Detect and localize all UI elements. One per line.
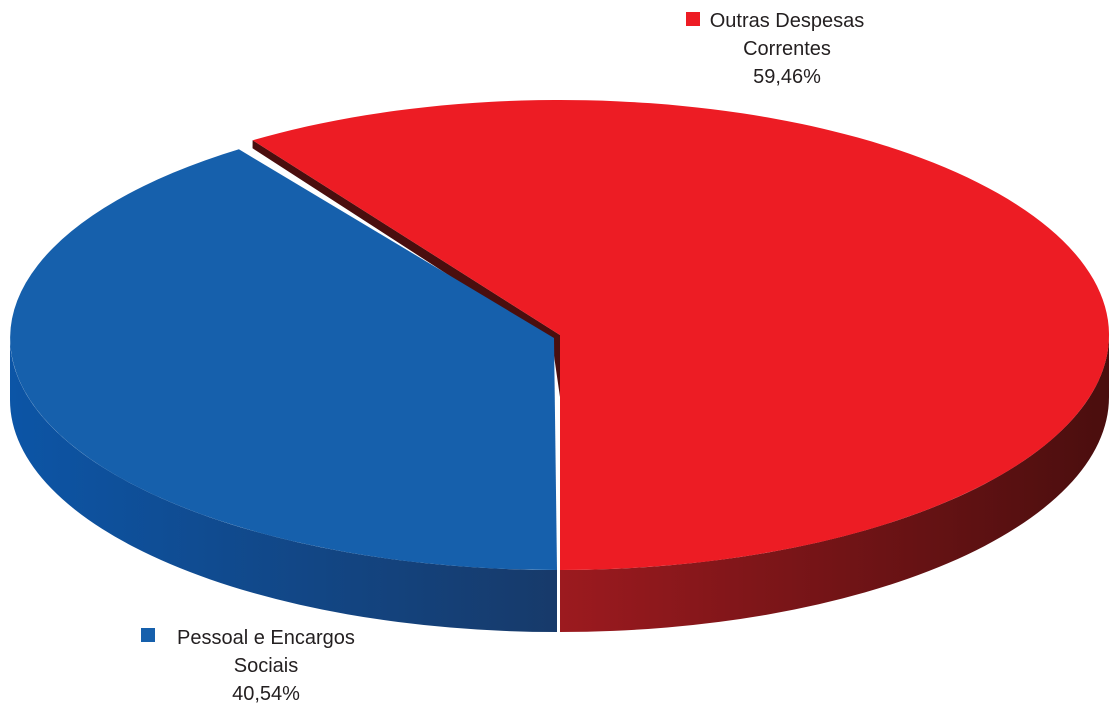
legend-swatch-pessoal bbox=[141, 628, 155, 642]
legend-label-pessoal: Pessoal e Encargos Sociais 40,54% bbox=[141, 627, 355, 705]
label-pessoal-percent: 40,54% bbox=[232, 683, 300, 705]
slice-pessoal bbox=[10, 149, 558, 571]
label-pessoal-line1: Pessoal e Encargos bbox=[177, 627, 355, 649]
slice-side-pessoal bbox=[10, 338, 557, 632]
legend-label-outras: Outras Despesas Correntes 59,46% bbox=[686, 10, 864, 88]
legend-swatch-outras bbox=[686, 12, 700, 26]
label-outras-line2: Correntes bbox=[743, 38, 831, 60]
label-outras-line1: Outras Despesas bbox=[710, 10, 865, 32]
slice-inner-wall-outras bbox=[252, 140, 560, 398]
label-outras-percent: 59,46% bbox=[753, 66, 821, 88]
label-pessoal-line2: Sociais bbox=[234, 655, 298, 677]
slice-outras bbox=[252, 99, 1110, 570]
slice-side-outras bbox=[560, 335, 1109, 632]
